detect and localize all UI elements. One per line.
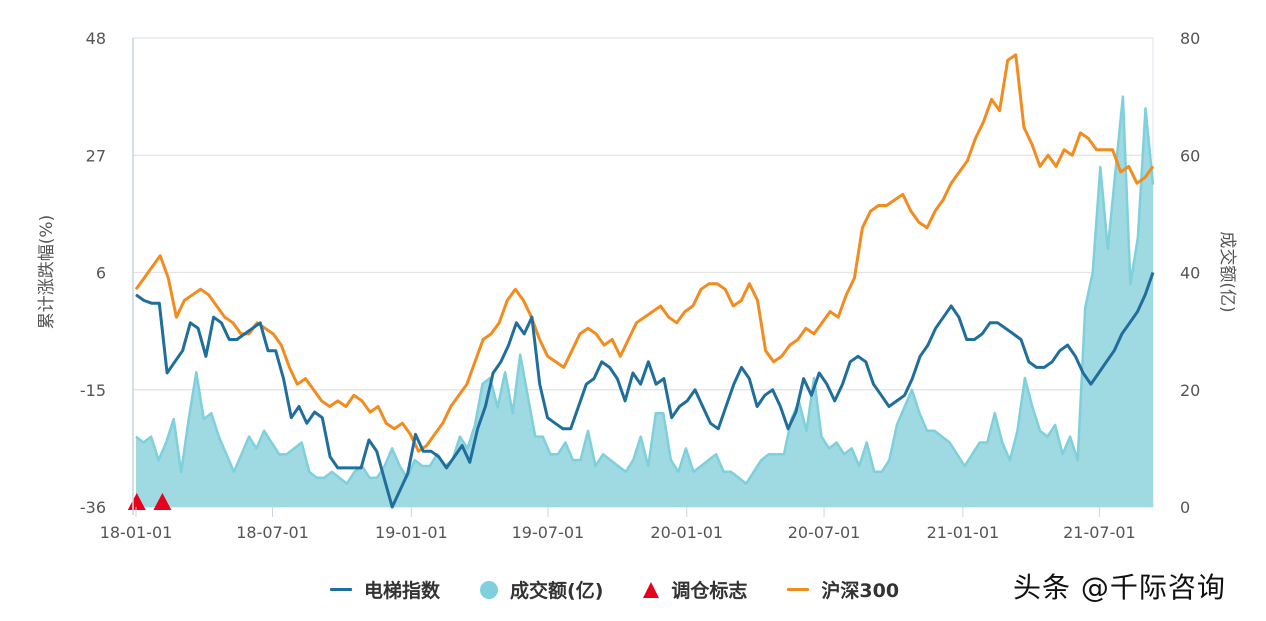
chart-legend: 电梯指数 成交额(亿) 调仓标志 沪深300 bbox=[330, 576, 939, 603]
rebalance-triangle-icon bbox=[153, 493, 172, 510]
triangle-swatch-icon bbox=[643, 581, 660, 598]
y-tick-label: 27 bbox=[86, 146, 106, 165]
turnover-area-edge bbox=[135, 95, 1155, 485]
legend-label: 调仓标志 bbox=[671, 580, 748, 602]
axes: 48 27 6 -15 -36 80 60 40 20 0 18-01-01 18-07-01 19-0… bbox=[37, 29, 1237, 542]
legend-label: 成交额(亿) bbox=[510, 580, 604, 602]
turnover-area bbox=[135, 95, 1155, 507]
x-tick-label: 18-01-01 bbox=[100, 523, 173, 542]
legend-item-elevator-index[interactable]: 电梯指数 bbox=[330, 576, 440, 603]
y-right-tick-label: 60 bbox=[1180, 146, 1200, 165]
legend-label: 电梯指数 bbox=[364, 580, 441, 602]
dot-swatch-icon bbox=[480, 580, 499, 599]
x-tick-label: 21-07-01 bbox=[1063, 523, 1136, 542]
index-lines bbox=[134, 53, 1155, 509]
elevator-index-line bbox=[135, 272, 1155, 509]
legend-item-csi300[interactable]: 沪深300 bbox=[787, 576, 899, 603]
y-right-tick-label: 20 bbox=[1180, 381, 1200, 400]
y-right-axis-title: 成交额(亿) bbox=[1217, 231, 1237, 312]
turnover-area-fill bbox=[136, 96, 1153, 507]
legend-item-turnover[interactable]: 成交额(亿) bbox=[480, 576, 603, 603]
y-axis-title: 累计涨跌幅(%) bbox=[37, 215, 57, 329]
line-swatch-icon bbox=[787, 588, 810, 591]
x-tick-label: 20-01-01 bbox=[650, 523, 723, 542]
x-tick-label: 19-07-01 bbox=[512, 523, 585, 542]
y-right-tick-label: 0 bbox=[1180, 498, 1190, 517]
y-tick-label: -15 bbox=[80, 381, 106, 400]
y-right-tick-label: 40 bbox=[1180, 264, 1200, 283]
watermark: 头条 @千际咨询 bbox=[1013, 571, 1226, 604]
x-tick-label: 20-07-01 bbox=[788, 523, 861, 542]
legend-item-rebalance[interactable]: 调仓标志 bbox=[643, 576, 747, 603]
x-tick-label: 21-01-01 bbox=[927, 523, 1000, 542]
y-tick-label: -36 bbox=[80, 498, 106, 517]
line-swatch-icon bbox=[330, 588, 352, 591]
x-tick-label: 19-01-01 bbox=[375, 523, 448, 542]
y-tick-label: 6 bbox=[96, 264, 106, 283]
y-tick-label: 48 bbox=[86, 29, 106, 48]
y-right-tick-label: 80 bbox=[1180, 29, 1200, 48]
legend-label: 沪深300 bbox=[821, 580, 900, 602]
csi300-line bbox=[134, 53, 1155, 453]
x-tick-label: 18-07-01 bbox=[236, 523, 309, 542]
